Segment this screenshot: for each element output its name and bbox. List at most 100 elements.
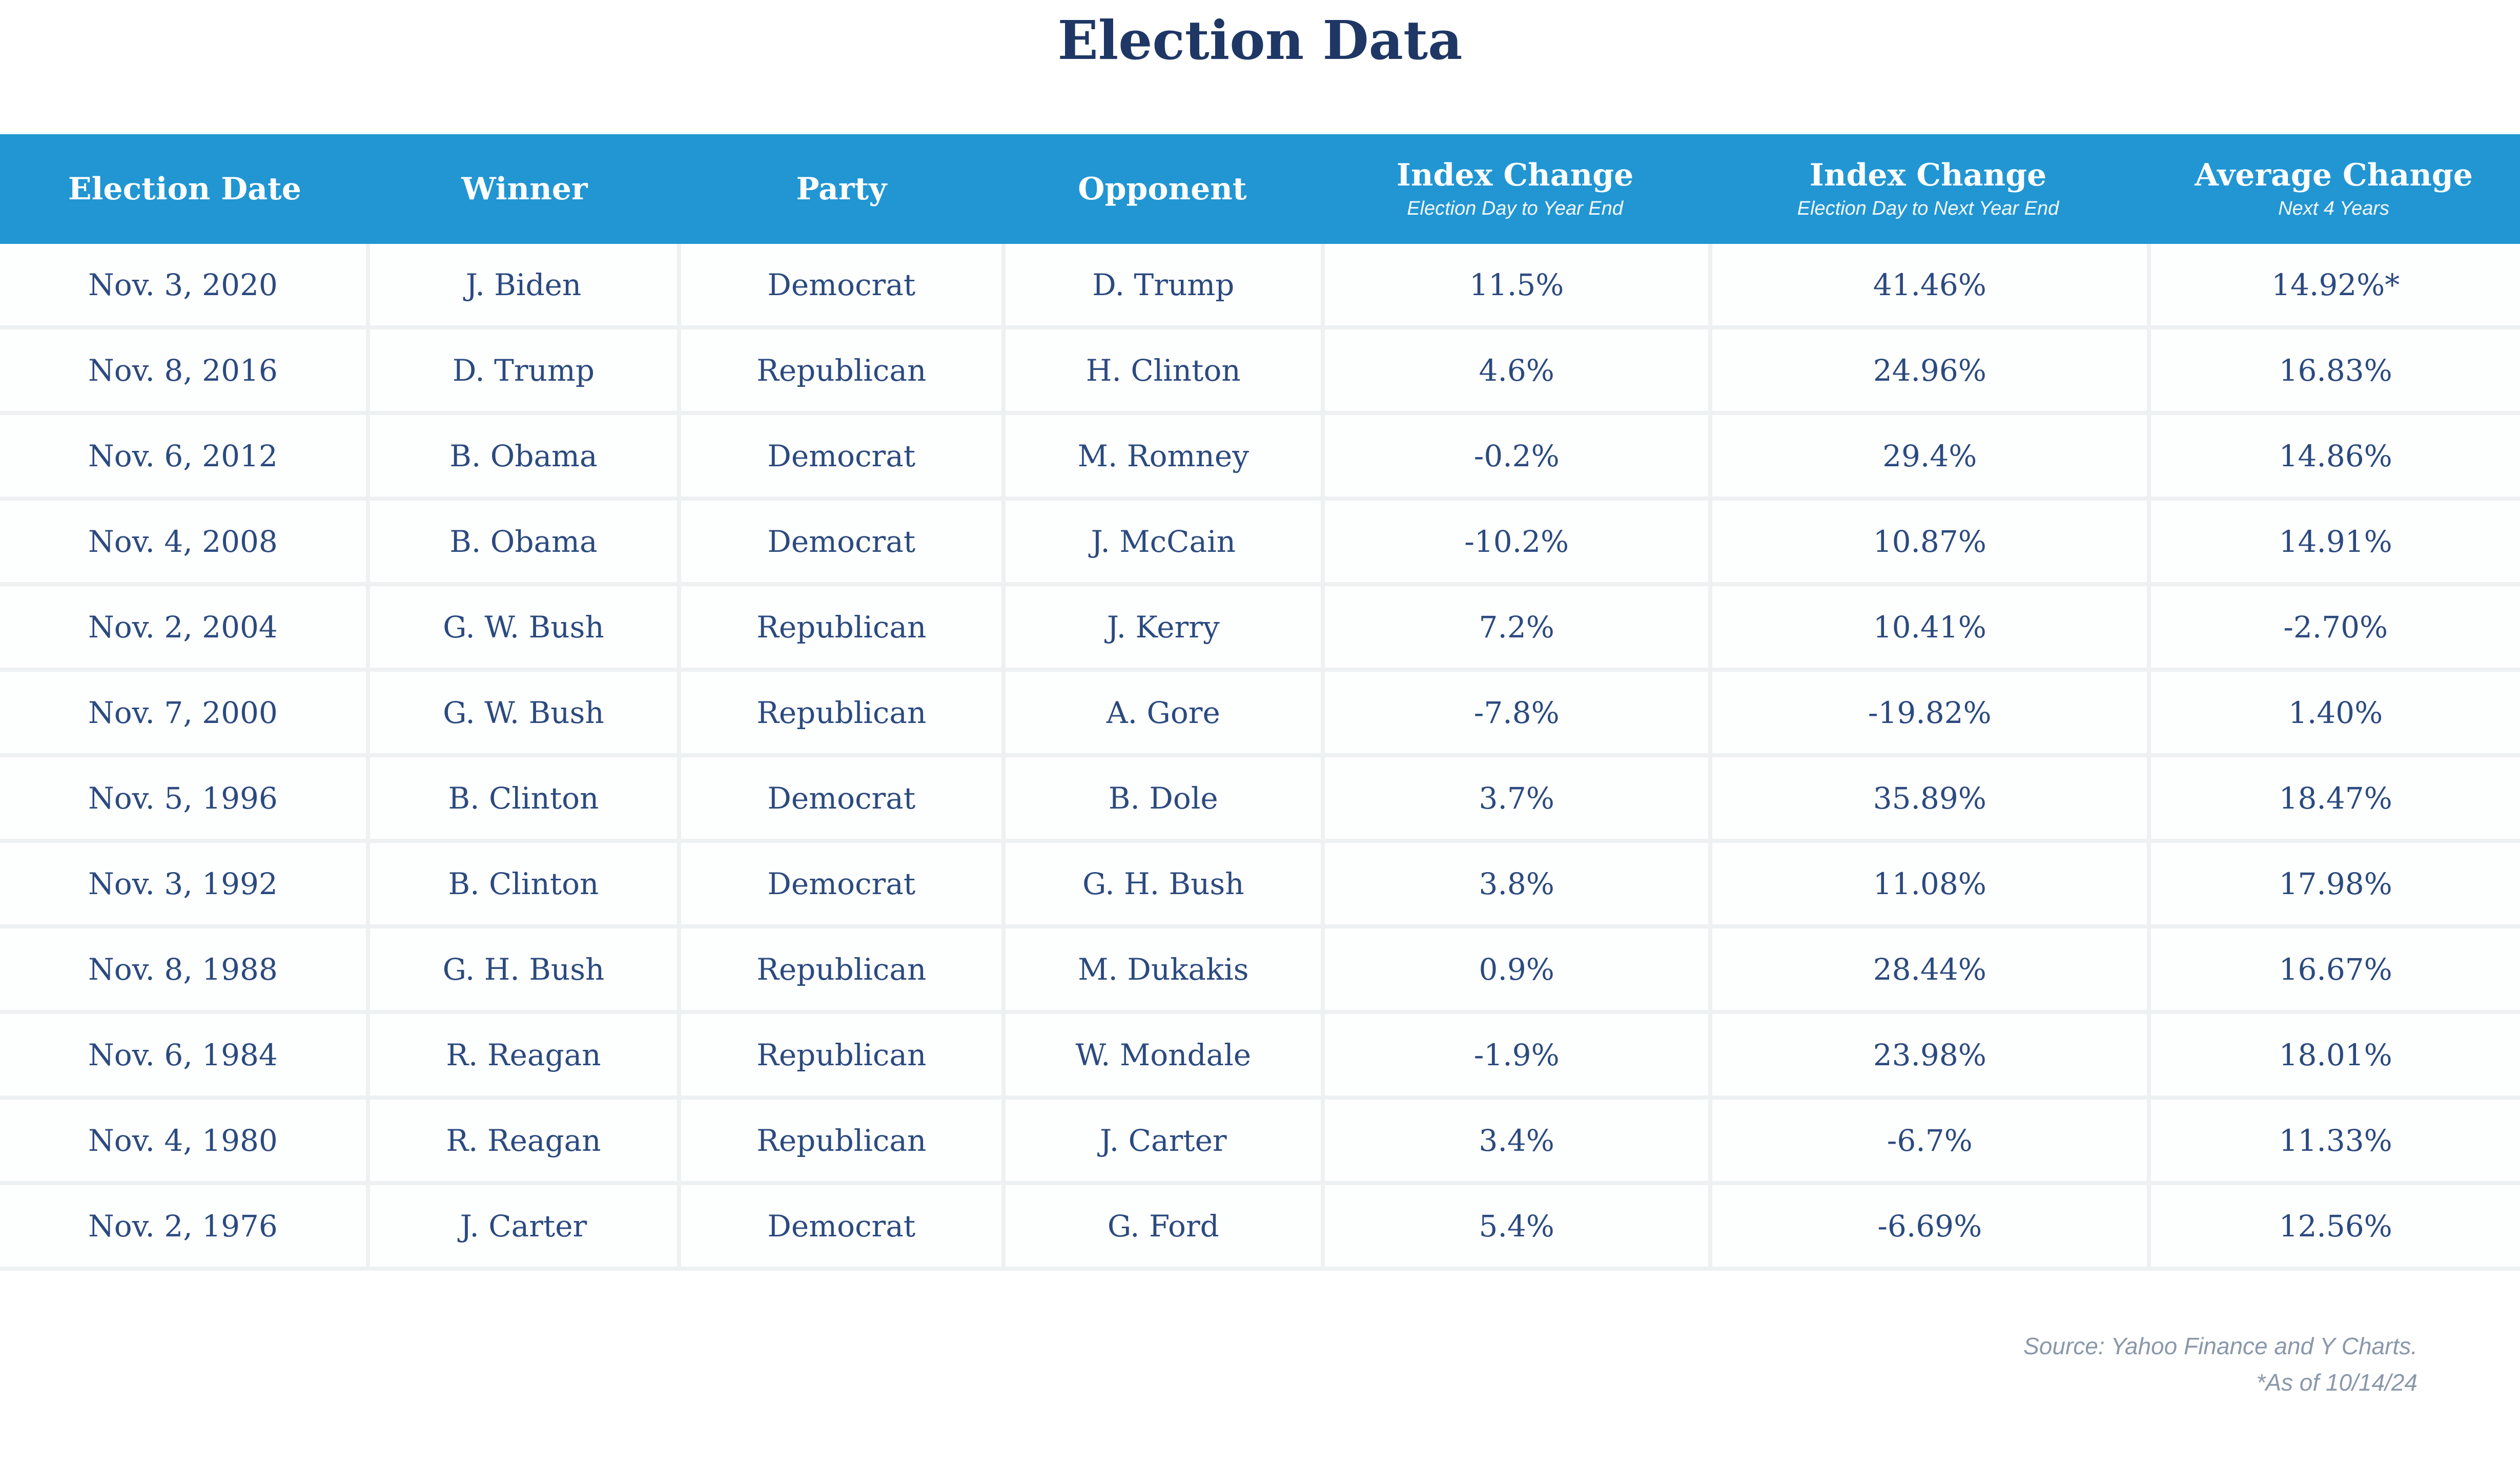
source-text: Source: Yahoo Finance and Y Charts. — [2023, 1333, 2417, 1359]
table-cell: B. Dole — [1006, 757, 1321, 839]
table-cell: Nov. 3, 2020 — [0, 244, 366, 325]
header-cell-index-change-year-end: Index Change Election Day to Year End — [1321, 134, 1708, 244]
asof-text: *As of 10/14/24 — [2256, 1369, 2417, 1396]
table-cell: 4.6% — [1325, 329, 1709, 411]
header-label: Election Date — [68, 171, 301, 207]
table-cell: 11.08% — [1712, 843, 2147, 924]
table-cell: Democrat — [681, 501, 1002, 582]
table-cell: Nov. 5, 1996 — [0, 757, 366, 839]
table-cell: 16.67% — [2151, 928, 2520, 1010]
table-cell: Democrat — [681, 415, 1002, 496]
table-cell: W. Mondale — [1006, 1014, 1321, 1095]
table-cell: Nov. 7, 2000 — [0, 672, 366, 753]
table-cell: J. Carter — [370, 1185, 678, 1267]
table-cell: 3.4% — [1325, 1100, 1709, 1181]
table-cell: Democrat — [681, 757, 1002, 839]
table-cell: R. Reagan — [370, 1100, 678, 1181]
table-cell: Nov. 4, 2008 — [0, 501, 366, 582]
election-table: Election Date Winner Party Opponent Inde… — [0, 134, 2520, 1271]
table-cell: B. Obama — [370, 501, 678, 582]
table-cell: M. Romney — [1006, 415, 1321, 496]
header-cell-index-change-next-year-end: Index Change Election Day to Next Year E… — [1709, 134, 2148, 244]
table-header: Election Date Winner Party Opponent Inde… — [0, 134, 2520, 244]
header-cell-party: Party — [680, 134, 1003, 244]
table-cell: Nov. 2, 1976 — [0, 1185, 366, 1267]
table-cell: 14.91% — [2151, 501, 2520, 582]
page-title: Election Data — [1057, 9, 1463, 72]
table-cell: 23.98% — [1712, 1014, 2147, 1095]
table-cell: -6.69% — [1712, 1185, 2147, 1267]
table-cell: G. H. Bush — [1006, 843, 1321, 924]
table-cell: -6.7% — [1712, 1100, 2147, 1181]
table-cell: 11.5% — [1325, 244, 1709, 325]
table-cell: 17.98% — [2151, 843, 2520, 924]
table-cell: -2.70% — [2151, 586, 2520, 668]
header-cell-election-date: Election Date — [0, 134, 370, 244]
table-cell: 3.8% — [1325, 843, 1709, 924]
table-cell: G. W. Bush — [370, 586, 678, 668]
footer: Source: Yahoo Finance and Y Charts. *As … — [0, 1328, 2520, 1401]
table-cell: 29.4% — [1712, 415, 2147, 496]
table-cell: 14.86% — [2151, 415, 2520, 496]
header-label: Average Change — [2195, 157, 2473, 193]
table-cell: B. Clinton — [370, 843, 678, 924]
header-sublabel: Next 4 Years — [2278, 197, 2390, 219]
header-sublabel: Election Day to Next Year End — [1797, 197, 2059, 219]
table-cell: A. Gore — [1006, 672, 1321, 753]
table-cell: Republican — [681, 586, 1002, 668]
table-cell: Nov. 6, 2012 — [0, 415, 366, 496]
table-cell: 35.89% — [1712, 757, 2147, 839]
header-label: Opponent — [1078, 171, 1247, 207]
header-label: Index Change — [1809, 157, 2047, 193]
table-cell: B. Clinton — [370, 757, 678, 839]
table-cell: G. W. Bush — [370, 672, 678, 753]
table-cell: 5.4% — [1325, 1185, 1709, 1267]
table-cell: 12.56% — [2151, 1185, 2520, 1267]
table-cell: Nov. 8, 2016 — [0, 329, 366, 411]
table-cell: 18.01% — [2151, 1014, 2520, 1095]
table-cell: Nov. 4, 1980 — [0, 1100, 366, 1181]
table-cell: Republican — [681, 1014, 1002, 1095]
header-label: Index Change — [1396, 157, 1634, 193]
table-body: Nov. 3, 2020 J. Biden Democrat D. Trump … — [0, 244, 2520, 1271]
table-cell: 11.33% — [2151, 1100, 2520, 1181]
table-cell: 14.92%* — [2151, 244, 2520, 325]
table-cell: 41.46% — [1712, 244, 2147, 325]
table-cell: 24.96% — [1712, 329, 2147, 411]
table-cell: Democrat — [681, 1185, 1002, 1267]
table-cell: Republican — [681, 329, 1002, 411]
table-cell: Republican — [681, 1100, 1002, 1181]
table-cell: 10.41% — [1712, 586, 2147, 668]
table-cell: Democrat — [681, 244, 1002, 325]
table-cell: R. Reagan — [370, 1014, 678, 1095]
table-cell: 10.87% — [1712, 501, 2147, 582]
table-cell: G. Ford — [1006, 1185, 1321, 1267]
table-cell: 28.44% — [1712, 928, 2147, 1010]
table-cell: H. Clinton — [1006, 329, 1321, 411]
table-cell: J. Biden — [370, 244, 678, 325]
table-cell: 7.2% — [1325, 586, 1709, 668]
table-cell: D. Trump — [370, 329, 678, 411]
header-sublabel: Election Day to Year End — [1407, 197, 1623, 219]
header-label: Winner — [461, 171, 588, 207]
table-cell: D. Trump — [1006, 244, 1321, 325]
header-cell-average-change: Average Change Next 4 Years — [2147, 134, 2520, 244]
header-cell-opponent: Opponent — [1003, 134, 1321, 244]
table-cell: 16.83% — [2151, 329, 2520, 411]
table-cell: -10.2% — [1325, 501, 1709, 582]
table-cell: Nov. 6, 1984 — [0, 1014, 366, 1095]
table-cell: -1.9% — [1325, 1014, 1709, 1095]
table-cell: Democrat — [681, 843, 1002, 924]
table-cell: J. McCain — [1006, 501, 1321, 582]
table-cell: 1.40% — [2151, 672, 2520, 753]
table-cell: -7.8% — [1325, 672, 1709, 753]
table-cell: B. Obama — [370, 415, 678, 496]
table-cell: G. H. Bush — [370, 928, 678, 1010]
table-cell: Republican — [681, 928, 1002, 1010]
table-cell: Republican — [681, 672, 1002, 753]
table-cell: Nov. 3, 1992 — [0, 843, 366, 924]
table-cell: -19.82% — [1712, 672, 2147, 753]
table-cell: -0.2% — [1325, 415, 1709, 496]
table-cell: 18.47% — [2151, 757, 2520, 839]
header-cell-winner: Winner — [370, 134, 680, 244]
